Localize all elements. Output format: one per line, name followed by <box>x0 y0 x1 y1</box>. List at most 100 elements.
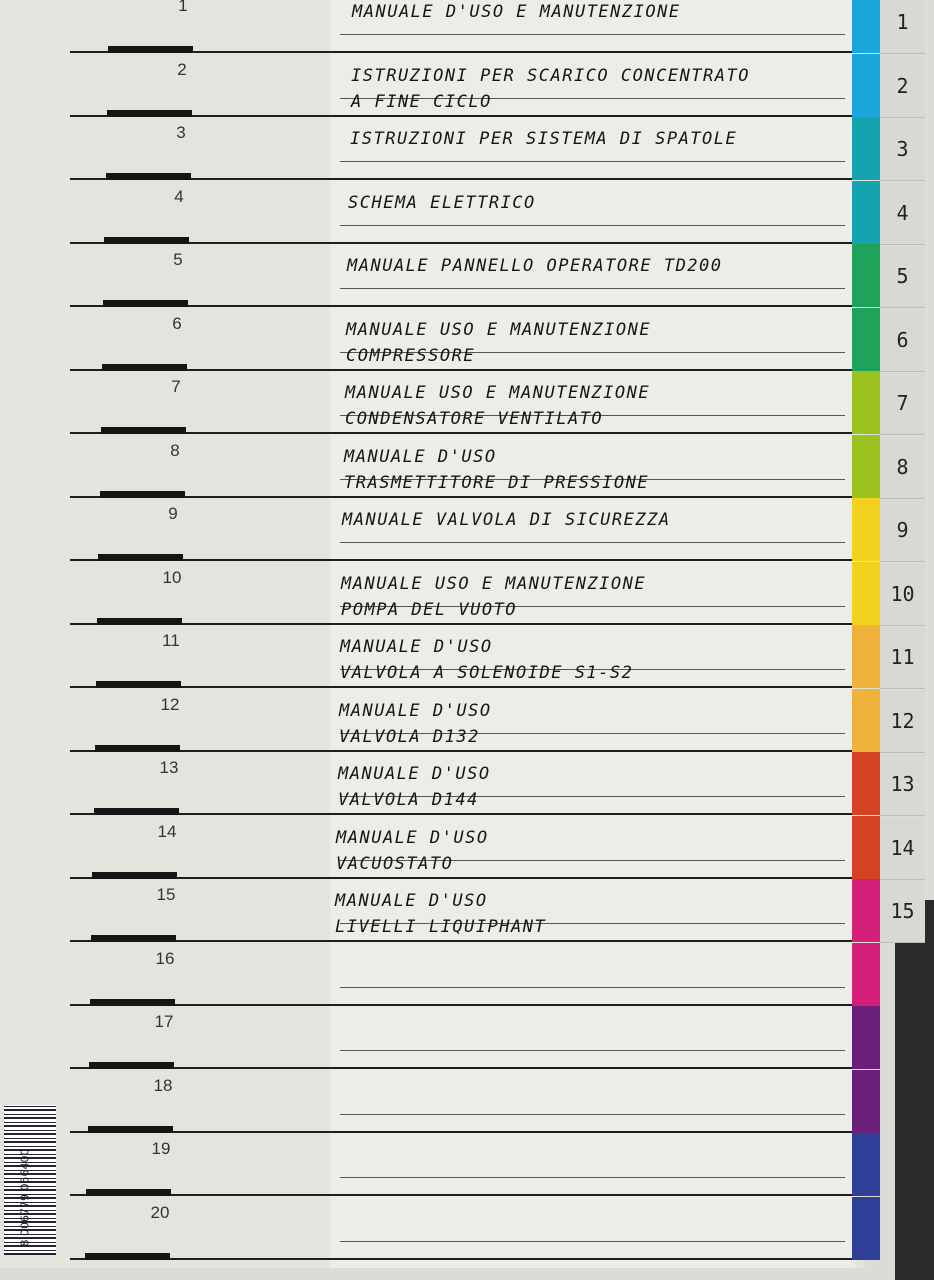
index-row: 12 MANUALE D'USO VALVOLA D132 <box>0 689 855 752</box>
color-tab[interactable] <box>852 1133 880 1196</box>
row-marker-bar <box>102 363 187 371</box>
writing-line <box>340 669 845 670</box>
color-tab[interactable] <box>852 942 880 1006</box>
row-number: 1 <box>178 0 188 15</box>
color-tab[interactable] <box>852 688 880 752</box>
writing-line <box>340 859 845 861</box>
tab-label[interactable]: 15 <box>880 881 925 943</box>
color-tab[interactable] <box>852 561 880 625</box>
row-divider <box>70 432 855 434</box>
color-tab[interactable] <box>852 117 880 180</box>
row-divider <box>70 622 855 625</box>
tab-label[interactable]: 8 <box>880 436 925 499</box>
color-tab[interactable] <box>852 879 880 942</box>
writing-line <box>340 1113 845 1115</box>
index-row: 2 ISTRUZIONI PER SCARICO CONCENTRATO A FI… <box>0 54 855 117</box>
barcode <box>4 1105 56 1255</box>
color-tab[interactable] <box>852 434 880 498</box>
row-divider <box>70 1003 855 1006</box>
row-number: 10 <box>162 567 182 587</box>
row-marker-bar <box>108 46 193 53</box>
entry-title-line: MANUALE VALVOLA DI SICUREZZA <box>342 510 671 530</box>
tab-label[interactable]: 4 <box>880 182 925 245</box>
color-tab[interactable] <box>852 53 880 117</box>
row-divider <box>70 51 855 53</box>
color-tab[interactable] <box>852 625 880 688</box>
writing-line <box>340 97 845 99</box>
entry-title-line: A FINE CICLO <box>351 91 492 112</box>
index-row: 7 MANUALE USO E MANUTENZIONE CONDENSATORE… <box>0 371 855 434</box>
row-divider <box>70 495 855 498</box>
tab-label[interactable]: 5 <box>880 246 925 308</box>
tab-label[interactable]: 11 <box>880 627 925 689</box>
row-divider <box>70 1194 855 1196</box>
row-marker-bar <box>103 300 188 307</box>
entry-title-line: MANUALE D'USO <box>335 891 488 911</box>
row-number: 8 <box>170 440 180 460</box>
writing-line <box>340 1240 845 1242</box>
row-number: 2 <box>177 59 187 79</box>
tab-label[interactable]: 10 <box>880 563 925 626</box>
background-surface <box>895 900 934 1280</box>
row-number: 12 <box>160 694 180 714</box>
writing-line <box>340 288 845 289</box>
index-row: 13 MANUALE D'USO VALVOLA D144 <box>0 752 855 815</box>
tab-label[interactable]: 9 <box>880 500 925 562</box>
color-tab[interactable] <box>852 815 880 879</box>
entry-title-line: MANUALE D'USO <box>339 700 492 721</box>
index-row: 5 MANUALE PANNELLO OPERATORE TD200 <box>0 244 855 307</box>
row-number: 17 <box>154 1012 174 1031</box>
index-row: 4 SCHEMA ELETTRICO <box>0 181 855 244</box>
row-number: 6 <box>172 313 182 333</box>
row-number: 11 <box>162 631 180 650</box>
entry-title-line: VACUOSTATO <box>336 853 454 874</box>
row-marker-bar <box>89 1062 174 1069</box>
index-row: 15 MANUALE D'USO LIVELLI LIQUIPHANT <box>0 879 855 942</box>
entry-title-line: MANUALE USO E MANUTENZIONE <box>341 573 647 594</box>
tab-label[interactable]: 12 <box>880 690 925 753</box>
color-tab[interactable] <box>852 1196 880 1260</box>
tab-label[interactable]: 13 <box>880 754 925 816</box>
color-tab[interactable] <box>852 498 880 561</box>
tab-label[interactable]: 7 <box>880 373 925 435</box>
row-marker-bar <box>92 871 177 879</box>
row-marker-bar <box>101 427 186 434</box>
color-tab[interactable] <box>852 371 880 434</box>
entry-title-line: ISTRUZIONI PER SCARICO CONCENTRATO <box>351 65 750 86</box>
index-row: 18 <box>0 1070 855 1133</box>
color-tab[interactable] <box>852 180 880 244</box>
color-tab[interactable] <box>852 752 880 815</box>
color-tab[interactable] <box>852 244 880 307</box>
writing-line <box>340 415 845 416</box>
entry-title-line: COMPRESSORE <box>346 345 476 366</box>
entry-title-line: VALVOLA D144 <box>338 790 479 810</box>
index-row: 19 <box>0 1133 855 1196</box>
color-tab[interactable] <box>852 307 880 371</box>
tab-label[interactable]: 2 <box>880 55 925 118</box>
color-tab[interactable] <box>852 0 880 53</box>
index-row: 3 ISTRUZIONI PER SISTEMA DI SPATOLE <box>0 117 855 180</box>
row-number: 16 <box>155 948 175 968</box>
color-tab[interactable] <box>852 1069 880 1133</box>
row-divider <box>70 114 855 117</box>
row-number: 7 <box>171 377 181 396</box>
writing-line <box>340 1177 845 1178</box>
writing-line <box>340 923 845 924</box>
tab-label[interactable]: 3 <box>880 119 925 181</box>
index-page: 1 MANUALE D'USO E MANUTENZIONE 2 ISTRUZI… <box>0 0 880 1260</box>
tab-label[interactable]: 14 <box>880 817 925 880</box>
row-divider <box>70 1067 855 1069</box>
row-marker-bar <box>94 808 179 815</box>
row-marker-bar <box>100 490 185 498</box>
index-row: 1 MANUALE D'USO E MANUTENZIONE <box>0 0 855 53</box>
tab-label[interactable]: 1 <box>880 0 925 54</box>
index-row: 20 <box>0 1197 855 1260</box>
entry-title-line: MANUALE USO E MANUTENZIONE <box>345 383 651 403</box>
color-tab[interactable] <box>852 1006 880 1069</box>
row-number: 20 <box>150 1202 170 1222</box>
row-number: 5 <box>173 250 183 269</box>
writing-line <box>340 34 845 35</box>
tab-label[interactable]: 6 <box>880 309 925 372</box>
writing-line <box>340 732 845 734</box>
entry-title-line: ISTRUZIONI PER SISTEMA DI SPATOLE <box>350 129 738 149</box>
